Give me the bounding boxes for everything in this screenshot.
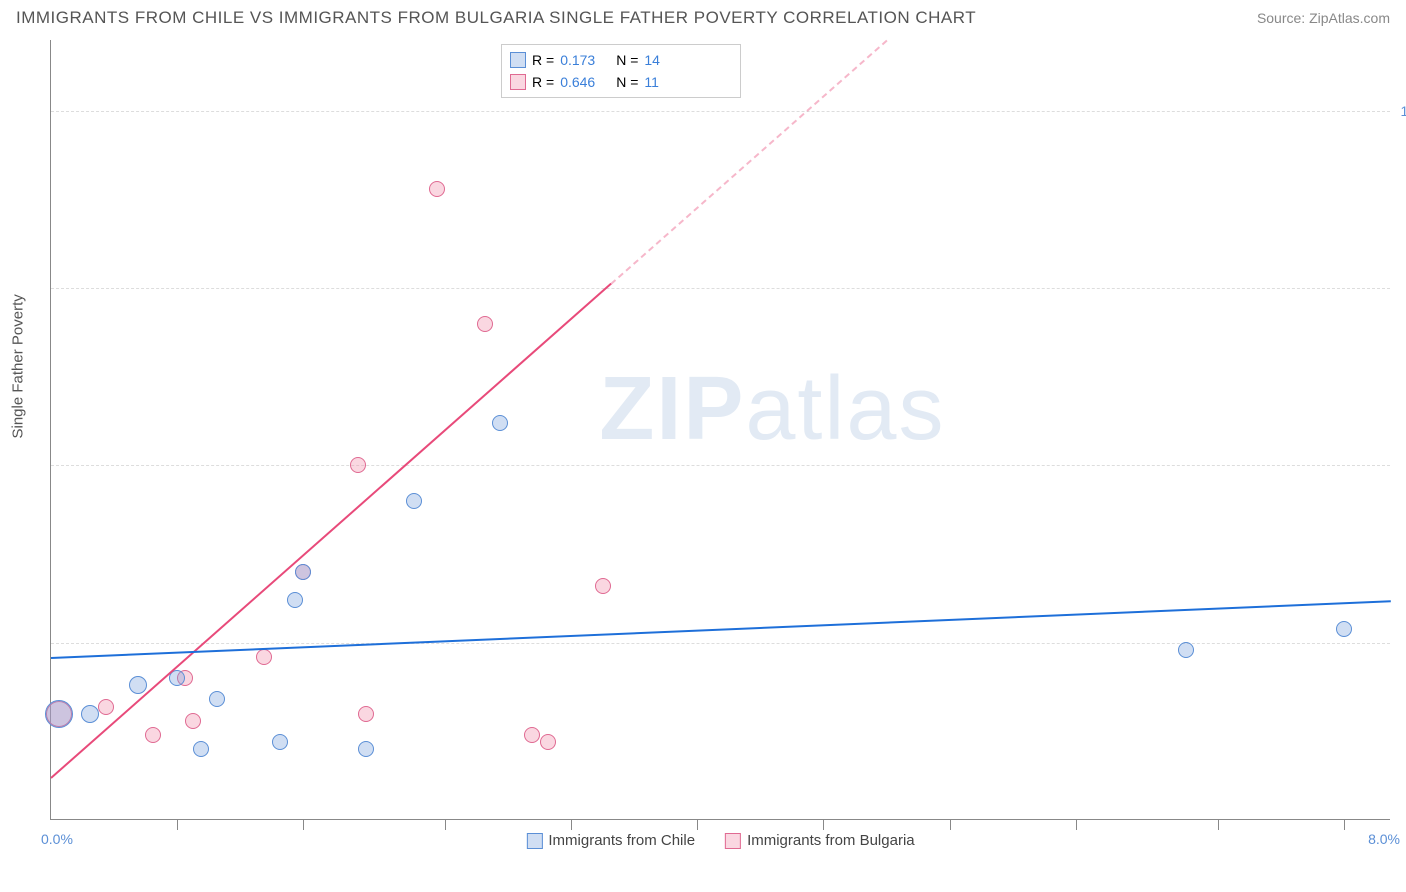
x-tick (445, 820, 446, 830)
watermark-bold: ZIP (599, 358, 745, 458)
data-point (1336, 621, 1352, 637)
x-tick (823, 820, 824, 830)
legend-label-bulgaria: Immigrants from Bulgaria (747, 832, 915, 849)
n-label: N = (616, 74, 638, 90)
chart-title: IMMIGRANTS FROM CHILE VS IMMIGRANTS FROM… (16, 8, 976, 28)
legend-row-chile: R = 0.173 N = 14 (510, 49, 732, 71)
n-value-bulgaria: 11 (644, 74, 659, 90)
data-point (287, 592, 303, 608)
data-point (406, 493, 422, 509)
data-point (256, 649, 272, 665)
data-point (492, 415, 508, 431)
legend-row-bulgaria: R = 0.646 N = 11 (510, 71, 732, 93)
data-point (129, 676, 147, 694)
data-point (45, 700, 73, 728)
source-text: Source: ZipAtlas.com (1257, 10, 1390, 26)
swatch-chile (510, 52, 526, 68)
data-point (145, 727, 161, 743)
data-point (81, 705, 99, 723)
r-value-bulgaria: 0.646 (560, 74, 610, 90)
swatch-bulgaria-icon (725, 833, 741, 849)
data-point (295, 564, 311, 580)
x-tick (697, 820, 698, 830)
data-point (350, 457, 366, 473)
x-tick (303, 820, 304, 830)
legend-item-bulgaria: Immigrants from Bulgaria (725, 832, 915, 849)
r-value-chile: 0.173 (560, 52, 610, 68)
data-point (185, 713, 201, 729)
n-label: N = (616, 52, 638, 68)
r-label: R = (532, 52, 554, 68)
x-tick (1344, 820, 1345, 830)
legend-correlation: R = 0.173 N = 14 R = 0.646 N = 11 (501, 44, 741, 98)
data-point (477, 316, 493, 332)
x-tick (177, 820, 178, 830)
swatch-bulgaria (510, 74, 526, 90)
y-tick-label: 100.0% (1401, 103, 1406, 119)
data-point (595, 578, 611, 594)
x-tick (571, 820, 572, 830)
data-point (540, 734, 556, 750)
gridline-h (51, 111, 1390, 112)
data-point (209, 691, 225, 707)
x-tick (950, 820, 951, 830)
x-tick (1076, 820, 1077, 830)
y-axis-title: Single Father Poverty (10, 294, 27, 438)
r-label: R = (532, 74, 554, 90)
watermark: ZIPatlas (599, 357, 945, 460)
swatch-chile-icon (526, 833, 542, 849)
data-point (524, 727, 540, 743)
x-tick (1218, 820, 1219, 830)
data-point (358, 741, 374, 757)
x-axis-max-label: 8.0% (1368, 831, 1400, 847)
trend-line (50, 284, 611, 780)
data-point (272, 734, 288, 750)
data-point (1178, 642, 1194, 658)
n-value-chile: 14 (644, 52, 660, 68)
data-point (429, 181, 445, 197)
data-point (358, 706, 374, 722)
data-point (193, 741, 209, 757)
legend-series: Immigrants from Chile Immigrants from Bu… (526, 832, 914, 849)
chart-area: ZIPatlas R = 0.173 N = 14 R = 0.646 N = … (50, 40, 1390, 820)
legend-label-chile: Immigrants from Chile (548, 832, 695, 849)
data-point (98, 699, 114, 715)
gridline-h (51, 288, 1390, 289)
watermark-light: atlas (745, 358, 945, 458)
x-axis-min-label: 0.0% (41, 831, 73, 847)
gridline-h (51, 465, 1390, 466)
legend-item-chile: Immigrants from Chile (526, 832, 695, 849)
